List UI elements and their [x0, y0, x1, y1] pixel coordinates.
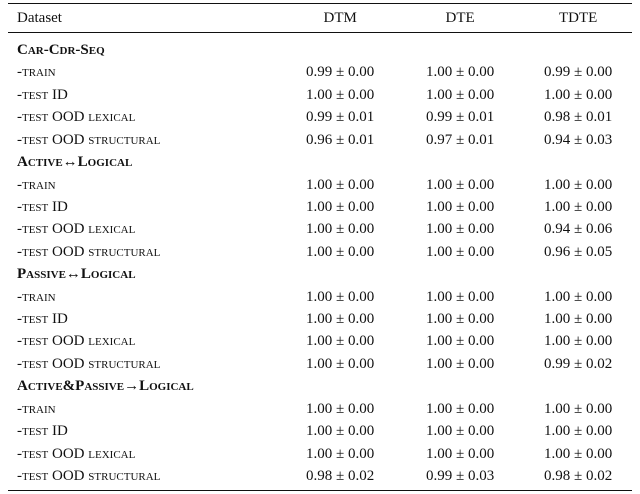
row-label: -test OOD structural: [17, 355, 161, 372]
value-cell: 1.00 ± 0.00: [544, 400, 613, 417]
header-cell: DTM: [323, 10, 357, 26]
row-label: -test OOD lexical: [17, 221, 136, 238]
value-cell: 0.98 ± 0.01: [544, 109, 613, 126]
value-cell: 0.96 ± 0.01: [306, 131, 375, 148]
row-label: -train: [17, 64, 56, 81]
value-cell: 1.00 ± 0.00: [544, 176, 613, 193]
row-label: -test ID: [17, 198, 68, 215]
value-cell: 1.00 ± 0.00: [544, 198, 613, 215]
value-cell: 1.00 ± 0.00: [426, 64, 495, 81]
section-title: Active&Passive→Logical: [17, 378, 194, 395]
bottom-rule: [8, 490, 632, 492]
value-cell: 1.00 ± 0.00: [306, 198, 375, 215]
value-cell: 0.98 ± 0.02: [544, 467, 613, 484]
row-label: -test OOD lexical: [17, 445, 136, 462]
value-cell: 1.00 ± 0.00: [426, 243, 495, 260]
row-label: -test OOD lexical: [17, 109, 136, 126]
value-cell: 1.00 ± 0.00: [544, 333, 613, 350]
value-cell: 1.00 ± 0.00: [306, 86, 375, 103]
value-cell: 1.00 ± 0.00: [426, 288, 495, 305]
row-label: -test OOD structural: [17, 131, 161, 148]
value-cell: 0.98 ± 0.02: [306, 467, 375, 484]
header-cell: Dataset: [17, 10, 62, 26]
value-cell: 0.97 ± 0.01: [426, 131, 495, 148]
value-cell: 1.00 ± 0.00: [426, 176, 495, 193]
value-cell: 1.00 ± 0.00: [306, 400, 375, 417]
row-label: -train: [17, 176, 56, 193]
value-cell: 1.00 ± 0.00: [306, 445, 375, 462]
value-cell: 0.99 ± 0.02: [544, 355, 613, 372]
value-cell: 1.00 ± 0.00: [426, 445, 495, 462]
value-cell: 1.00 ± 0.00: [544, 311, 613, 328]
value-cell: 0.99 ± 0.00: [544, 64, 613, 81]
value-cell: 1.00 ± 0.00: [306, 423, 375, 440]
value-cell: 1.00 ± 0.00: [426, 311, 495, 328]
value-cell: 1.00 ± 0.00: [306, 243, 375, 260]
row-label: -train: [17, 400, 56, 417]
value-cell: 1.00 ± 0.00: [426, 86, 495, 103]
value-cell: 1.00 ± 0.00: [544, 288, 613, 305]
value-cell: 1.00 ± 0.00: [426, 400, 495, 417]
value-cell: 1.00 ± 0.00: [544, 423, 613, 440]
value-cell: 1.00 ± 0.00: [544, 445, 613, 462]
value-cell: 0.99 ± 0.01: [306, 109, 375, 126]
header-cell: TDTE: [559, 10, 598, 26]
value-cell: 1.00 ± 0.00: [306, 333, 375, 350]
value-cell: 1.00 ± 0.00: [306, 288, 375, 305]
value-cell: 1.00 ± 0.00: [306, 176, 375, 193]
row-label: -test OOD lexical: [17, 333, 136, 350]
section-title: Passive↔Logical: [17, 266, 136, 283]
value-cell: 1.00 ± 0.00: [544, 86, 613, 103]
value-cell: 0.99 ± 0.00: [306, 64, 375, 81]
section-title: Car-Cdr-Seq: [17, 42, 105, 58]
row-label: -train: [17, 288, 56, 305]
header-cell: DTE: [445, 10, 475, 26]
value-cell: 1.00 ± 0.00: [306, 355, 375, 372]
value-cell: 0.96 ± 0.05: [544, 243, 613, 260]
row-label: -test ID: [17, 86, 68, 103]
value-cell: 1.00 ± 0.00: [426, 355, 495, 372]
value-cell: 1.00 ± 0.00: [306, 221, 375, 238]
section-title: Active↔Logical: [17, 154, 133, 171]
value-cell: 1.00 ± 0.00: [306, 311, 375, 328]
value-cell: 1.00 ± 0.00: [426, 333, 495, 350]
value-cell: 1.00 ± 0.00: [426, 198, 495, 215]
top-rule: [8, 3, 632, 5]
row-label: -test ID: [17, 423, 68, 440]
value-cell: 0.94 ± 0.03: [544, 131, 613, 148]
header-rule: [8, 32, 632, 33]
value-cell: 0.94 ± 0.06: [544, 221, 613, 238]
row-label: -test OOD structural: [17, 243, 161, 260]
row-label: -test ID: [17, 311, 68, 328]
value-cell: 0.99 ± 0.03: [426, 467, 495, 484]
value-cell: 1.00 ± 0.00: [426, 423, 495, 440]
row-label: -test OOD structural: [17, 467, 161, 484]
value-cell: 1.00 ± 0.00: [426, 221, 495, 238]
value-cell: 0.99 ± 0.01: [426, 109, 495, 126]
